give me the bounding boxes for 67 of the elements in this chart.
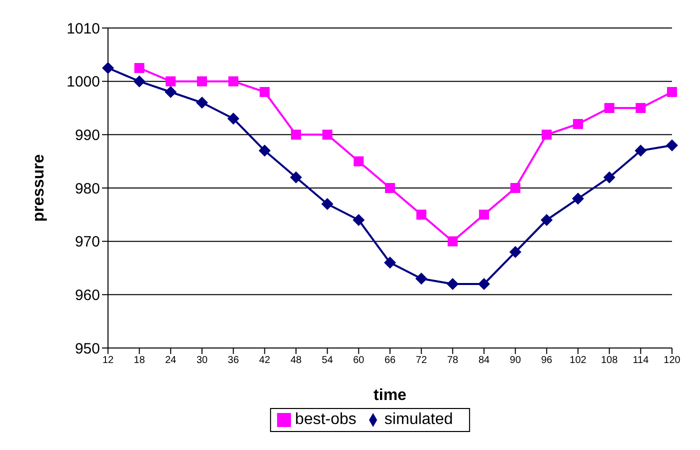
x-tick-label: 60: [353, 355, 365, 366]
point: [636, 103, 646, 113]
x-tick-label: 96: [541, 355, 553, 366]
point: [134, 63, 144, 73]
point: [196, 96, 208, 109]
point: [228, 76, 238, 86]
x-axis-title: time: [374, 387, 407, 404]
point: [540, 214, 553, 226]
point: [384, 256, 396, 269]
point: [291, 130, 301, 140]
y-tick-label: 1010: [66, 20, 100, 38]
x-tick-label: 18: [134, 355, 146, 366]
point: [415, 272, 428, 285]
point: [667, 87, 677, 97]
point: [416, 210, 426, 220]
point: [258, 144, 271, 157]
point: [448, 236, 458, 246]
y-tick-label: 1000: [66, 74, 100, 91]
point: [634, 144, 647, 157]
x-tick-label: 54: [322, 355, 334, 366]
legend-label: simulated: [384, 411, 453, 428]
point: [385, 183, 395, 193]
point: [321, 198, 334, 210]
x-tick-label: 108: [600, 355, 618, 366]
x-tick-label: 120: [664, 355, 681, 366]
point: [478, 278, 490, 290]
point: [322, 130, 332, 140]
point: [197, 76, 207, 86]
y-tick-label: 980: [74, 180, 100, 198]
x-tick-label: 24: [165, 355, 177, 366]
x-tick-label: 42: [259, 355, 271, 366]
point: [164, 86, 177, 98]
x-tick-label: 36: [228, 355, 240, 366]
point: [352, 214, 365, 226]
x-tick-label: 12: [102, 355, 114, 366]
y-axis-title: pressure: [30, 154, 48, 222]
y-tick-label: 960: [74, 286, 100, 304]
x-tick-label: 66: [384, 355, 396, 366]
y-tick-label: 990: [74, 126, 100, 144]
x-tick-label: 78: [447, 355, 459, 366]
point: [102, 62, 114, 74]
point: [227, 112, 240, 125]
x-tick-label: 90: [510, 355, 522, 366]
point: [573, 119, 583, 129]
x-tick-label: 114: [632, 355, 650, 366]
x-tick-label: 30: [196, 355, 208, 366]
point: [603, 171, 616, 184]
point: [572, 192, 584, 205]
point: [509, 246, 522, 258]
point: [510, 183, 520, 193]
point: [542, 130, 552, 140]
x-tick-label: 48: [290, 355, 302, 366]
point: [290, 171, 302, 184]
point: [479, 210, 489, 220]
point: [166, 76, 176, 86]
point: [446, 278, 459, 290]
point: [604, 103, 614, 113]
x-tick-label: 84: [478, 355, 490, 366]
y-tick-label: 950: [74, 340, 100, 358]
point: [260, 87, 270, 97]
legend-label: best-obs: [295, 411, 356, 428]
point: [666, 139, 678, 152]
point: [133, 75, 146, 88]
x-tick-label: 72: [416, 355, 428, 366]
x-tick-label: 102: [570, 355, 587, 366]
point: [354, 156, 364, 166]
y-tick-label: 970: [74, 234, 100, 251]
